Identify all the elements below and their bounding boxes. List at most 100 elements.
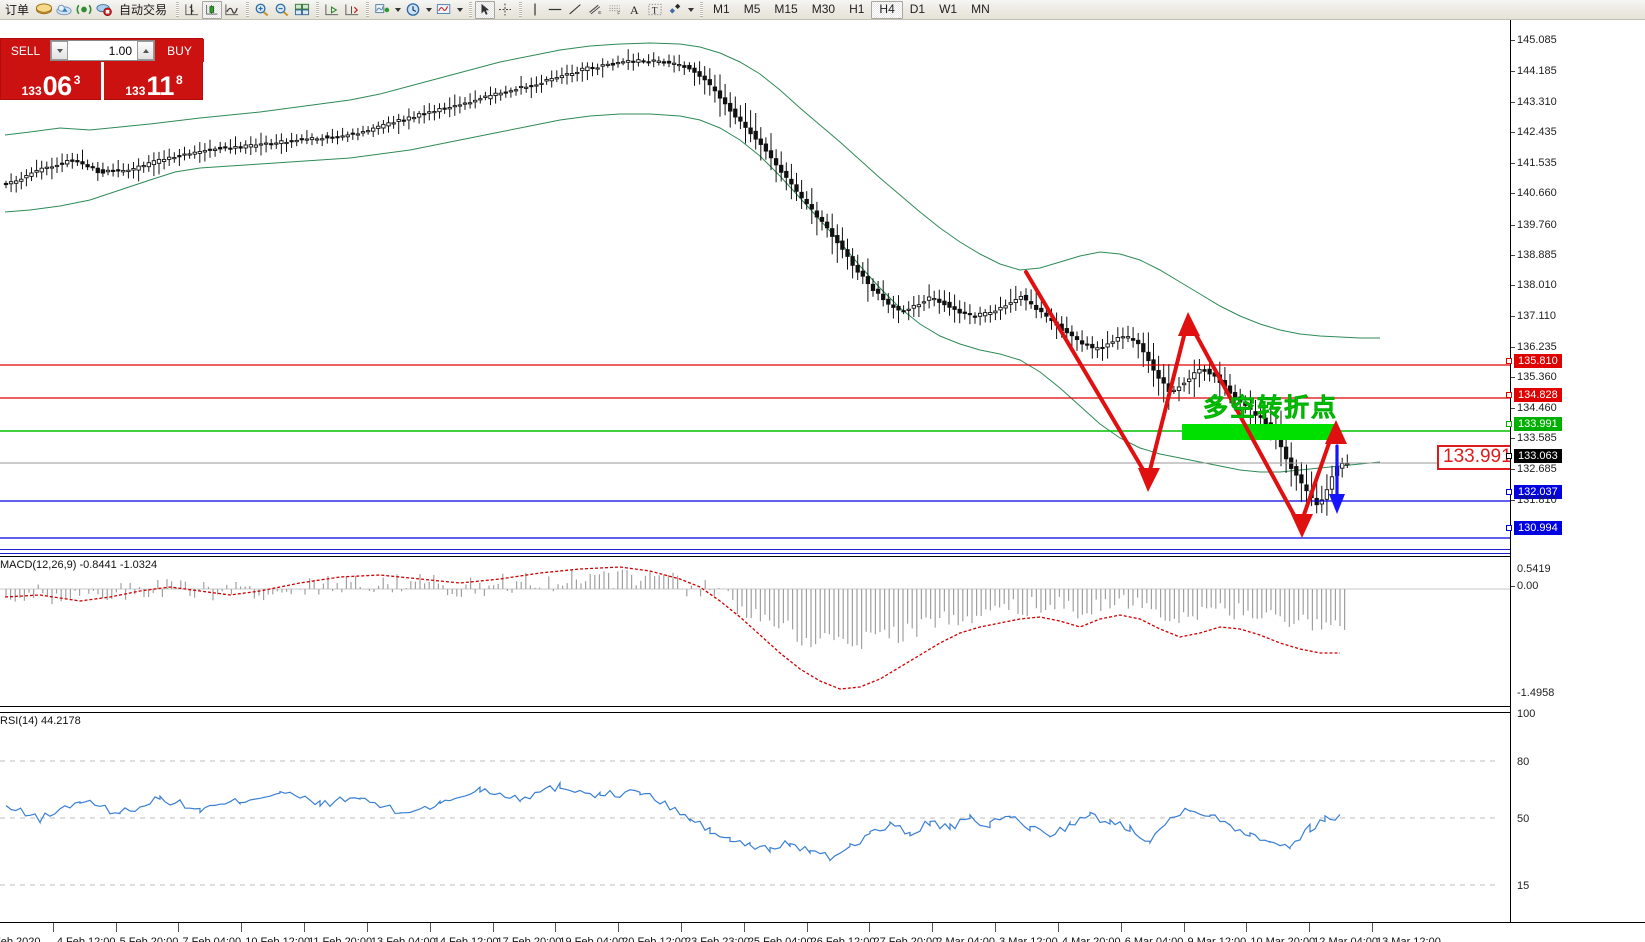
toolbar-separator [174,1,180,18]
timeframe-h1[interactable]: H1 [849,1,865,16]
toolbar-separator [698,1,704,18]
level-handle[interactable] [1506,453,1512,460]
bar-chart-icon[interactable] [182,1,202,19]
analysis-drawings[interactable] [0,20,1510,549]
candle-body [39,167,44,173]
candle-body [95,167,100,174]
shift-chart-icon[interactable] [322,1,342,19]
sell-price-quote[interactable]: 133 06 3 [1,62,101,101]
buy-price-quote[interactable]: 133 11 8 [101,62,204,101]
candle-body [891,304,896,308]
level-handle[interactable] [1506,421,1512,428]
timeframe-m1[interactable]: M1 [713,1,730,16]
level-handle[interactable] [1506,524,1512,531]
text-box-icon[interactable]: T [645,1,665,19]
volume-stepper[interactable]: 1.00 [50,40,155,61]
trade-panel-controls: SELL 1.00 BUY [1,39,204,62]
auto-trading-button[interactable]: 自动交易 [114,0,172,19]
macd-axis-tick-top: 0.5419 [1517,563,1551,575]
horizontal-line-icon[interactable] [545,1,565,19]
price-axis[interactable]: 145.085 144.185 143.310 142.435 141.535 140.6… [1506,20,1645,922]
templates-icon[interactable] [434,1,454,19]
level-handle[interactable] [1506,488,1512,495]
fibonacci-icon[interactable]: F [605,1,625,19]
volume-input[interactable]: 1.00 [108,43,132,58]
svg-text:F: F [617,10,620,16]
buy-button[interactable]: BUY [155,39,204,62]
candle-body [671,62,677,65]
trendline-icon[interactable] [565,1,585,19]
time-axis-label: 2 Mar 04:00 [936,936,995,942]
history-icon[interactable] [34,1,54,19]
price-axis-level-badge[interactable]: 130.994 [1514,520,1562,535]
level-handle[interactable] [1506,392,1512,399]
timeframe-d1[interactable]: D1 [909,1,926,16]
price-axis-level-badge[interactable]: 133.063 [1514,449,1562,464]
tile-windows-icon[interactable] [292,1,312,19]
auto-scroll-icon[interactable] [342,1,362,19]
indicators-icon[interactable] [372,1,392,19]
volume-decrement-button[interactable] [51,41,68,60]
level-handle[interactable] [1506,358,1512,365]
candle-body [44,166,49,169]
period-dropdown-arrow[interactable] [423,1,434,19]
shapes-icon[interactable] [665,1,685,19]
indicators-dropdown-arrow[interactable] [392,1,403,19]
time-axis[interactable]: Feb 2020 4 Feb 12:005 Feb 20:007 Feb 04:0… [0,922,1645,942]
vertical-line-icon[interactable] [525,1,545,19]
candle-body [773,158,779,166]
crosshair-icon[interactable] [495,1,515,19]
period-clock-icon[interactable] [403,1,423,19]
signals-icon[interactable] [74,1,94,19]
timeframe-m5[interactable]: M5 [743,1,761,16]
chart-area[interactable]: 多空转折点 133.991 MACD(12,26,9) -0.8441 -1.0… [0,20,1645,942]
macd-pane[interactable]: MACD(12,26,9) -0.8441 -1.0324 [0,556,1510,708]
candle-body [1156,370,1161,379]
candle-body [595,67,600,70]
candle-body [850,256,855,266]
cloud-icon[interactable] [54,1,74,19]
templates-dropdown-arrow[interactable] [454,1,465,19]
zoom-out-icon[interactable] [272,1,292,19]
order-button[interactable]: 订单 [0,0,34,19]
candlestick-chart-icon[interactable] [202,0,223,19]
shapes-dropdown-arrow[interactable] [685,1,696,19]
time-axis-tick [743,923,745,932]
sell-button[interactable]: SELL [1,39,50,62]
candle-body [360,131,366,134]
text-label-icon[interactable]: A [625,1,645,19]
sell-price-big: 06 [42,71,73,101]
timeframe-w1[interactable]: W1 [939,1,958,16]
time-axis-tick [492,923,494,932]
candle-body [1161,377,1166,384]
timeframe-m15[interactable]: M15 [774,1,798,16]
candle-body [14,180,19,184]
one-click-trading-panel[interactable]: SELL 1.00 BUY 133 06 3 133 11 8 [0,38,204,101]
equidistant-channel-icon[interactable]: E [585,1,605,19]
cursor-icon[interactable] [475,0,496,19]
zoom-in-icon[interactable] [252,1,272,19]
rsi-pane[interactable]: RSI(14) 44.2178 [0,712,1510,902]
autotrading-icon[interactable] [94,1,114,19]
price-pane[interactable]: 多空转折点 133.991 [0,20,1518,549]
candle-body [1064,328,1069,334]
price-axis-level-badge[interactable]: 134.828 [1514,388,1562,403]
timeframe-mn[interactable]: MN [971,1,990,16]
price-axis-level-badge[interactable]: 133.991 [1514,417,1562,432]
price-axis-level-badge[interactable]: 135.810 [1514,354,1562,369]
turning-point-annotation[interactable]: 多空转折点 [1203,393,1339,423]
timeframe-h4[interactable]: H4 [871,0,903,19]
candle-body [1299,474,1304,484]
candle-body [156,158,162,164]
candle-body [1105,343,1110,348]
candle-body [1044,312,1049,317]
candle-body [218,146,223,150]
line-chart-icon[interactable] [222,1,242,19]
candle-body [881,293,886,301]
volume-increment-button[interactable] [137,41,154,60]
candle-body [967,313,973,316]
candle-body [19,178,24,182]
price-callout-annotation[interactable]: 133.991 [1437,445,1518,470]
price-axis-level-badge[interactable]: 132.037 [1514,484,1562,499]
timeframe-m30[interactable]: M30 [811,1,836,16]
